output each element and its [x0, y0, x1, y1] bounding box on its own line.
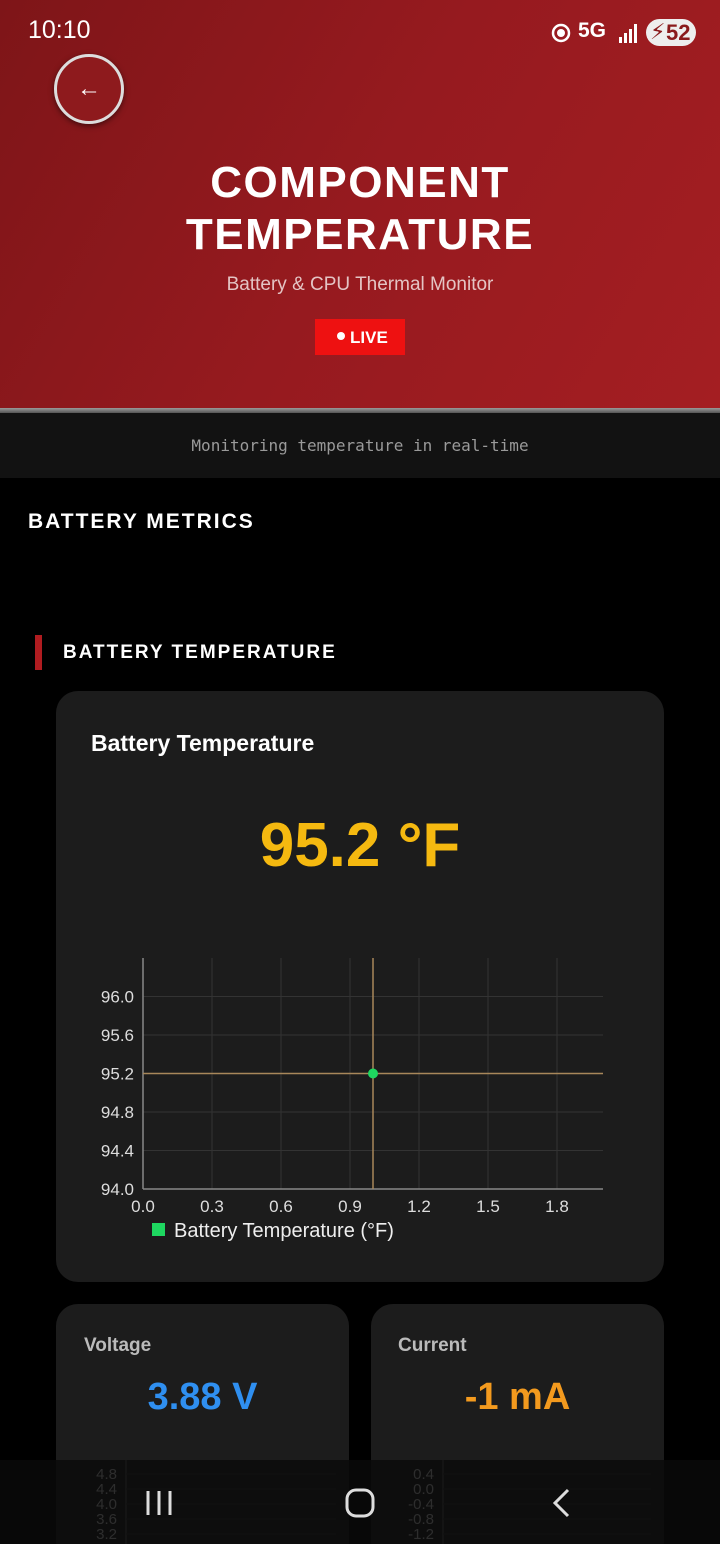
hotspot-icon	[551, 23, 571, 43]
x-tick-label: 1.8	[545, 1197, 569, 1216]
nav-icons	[146, 1488, 570, 1518]
metric-reading: -1 mA	[464, 1376, 571, 1418]
y-tick-label: 94.0	[101, 1180, 134, 1199]
subsection-title: BATTERY TEMPERATURE	[63, 642, 337, 663]
y-tick-label: 95.2	[101, 1065, 134, 1084]
nav-bar	[0, 1460, 720, 1544]
status-network: 5G	[578, 19, 607, 42]
x-tick-label: 0.9	[338, 1197, 362, 1216]
live-dot	[337, 332, 345, 340]
accent-bar	[35, 635, 42, 670]
home-button[interactable]	[345, 1488, 375, 1518]
battery-bolt: ⚡	[650, 19, 666, 44]
section-title: BATTERY METRICS	[28, 510, 255, 533]
battery-level: 52	[666, 20, 691, 45]
temp-reading: 95.2 °F	[259, 811, 461, 880]
card-title: Battery Temperature	[91, 730, 315, 756]
temp-card	[56, 691, 664, 1282]
legend-label: Battery Temperature (°F)	[174, 1220, 394, 1242]
x-tick-label: 0.0	[131, 1197, 155, 1216]
back-nav-button[interactable]	[552, 1488, 570, 1518]
metric-title: Voltage	[84, 1335, 152, 1356]
y-tick-label: 94.8	[101, 1103, 134, 1122]
point	[368, 1068, 378, 1079]
x-tick-label: 0.3	[200, 1197, 224, 1216]
temp-chart: 94.0 94.4 94.8 95.2 95.6 96.0 0.0 0.3 0.6 0.9 1.2 1…	[101, 958, 603, 1242]
banner: Monitoring temperature in real-time	[0, 413, 720, 478]
subtitle: Battery & CPU Thermal Monitor	[226, 274, 494, 295]
live-badge	[315, 319, 405, 355]
title-line: TEMPERATURE	[185, 210, 535, 259]
status-time: 10:10	[28, 16, 91, 44]
metric-title: Current	[398, 1335, 467, 1356]
live-text: LIVE	[350, 328, 388, 347]
y-tick-label: 94.4	[101, 1142, 134, 1161]
x-tick-label: 0.6	[269, 1197, 293, 1216]
signal-icon	[619, 24, 637, 43]
title-line: COMPONENT	[210, 158, 510, 207]
back-button[interactable]: ←	[54, 54, 124, 124]
y-tick-label: 95.6	[101, 1026, 134, 1045]
legend-swatch	[152, 1223, 165, 1236]
x-tick-label: 1.2	[407, 1197, 431, 1216]
metric-reading: 3.88 V	[147, 1376, 258, 1418]
divider	[0, 408, 720, 413]
battery-pill	[646, 19, 696, 46]
y-tick-label: 96.0	[101, 988, 134, 1007]
recents-button[interactable]	[146, 1491, 172, 1515]
x-tick-label: 1.5	[476, 1197, 500, 1216]
